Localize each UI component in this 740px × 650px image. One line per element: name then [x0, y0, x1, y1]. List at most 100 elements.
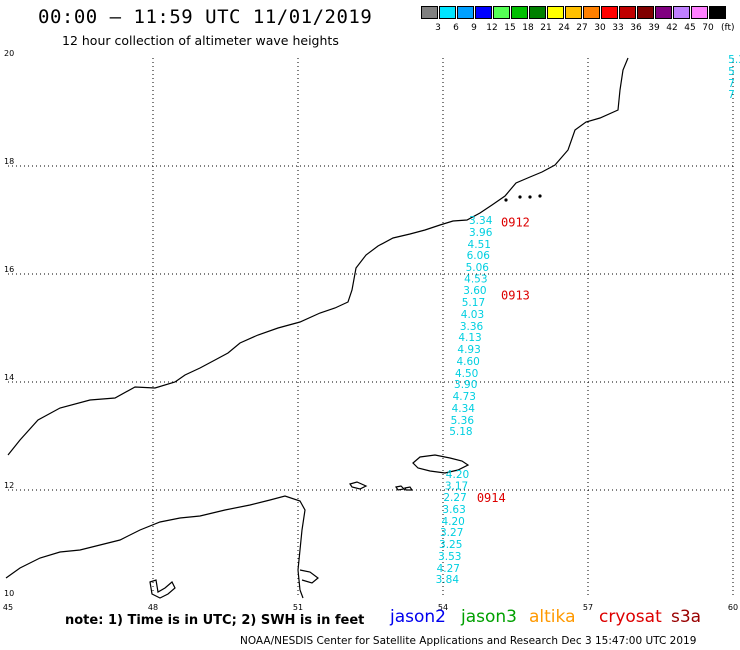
socotra-island	[412, 454, 470, 474]
legend-swatch	[691, 6, 708, 19]
legend-value: 24	[558, 23, 570, 33]
islet-dot	[528, 195, 532, 199]
legend-value: 21	[540, 23, 552, 33]
legend-value: 42	[666, 23, 678, 33]
legend-value: 70	[702, 23, 714, 33]
map-title: 00:00 – 11:59 UTC 11/01/2019	[38, 6, 373, 28]
small-island-1	[349, 481, 368, 490]
lat-tick-label: 12	[4, 481, 14, 490]
legend-swatch	[475, 6, 492, 19]
legend-value: 39	[648, 23, 660, 33]
swh-value: 5.18	[449, 426, 472, 438]
legend-swatch	[709, 6, 726, 19]
satellite-label: jason3	[461, 607, 517, 627]
lat-tick-label: 10	[4, 589, 14, 598]
lon-tick-label: 45	[3, 603, 13, 612]
legend-value: 6	[453, 23, 459, 33]
legend-value: 9	[471, 23, 477, 33]
satellite-label: cryosat	[599, 607, 662, 627]
swh-edge-value: 5	[728, 66, 735, 78]
swh-value: 4.03	[461, 309, 484, 321]
swh-value: 4.60	[456, 356, 479, 368]
legend-swatch	[493, 6, 510, 19]
legend-value: 12	[486, 23, 498, 33]
small-islets	[504, 194, 542, 202]
lon-tick-label: 54	[438, 603, 448, 612]
swh-value: 3.17	[445, 481, 468, 493]
swh-value: 5.06	[466, 262, 490, 274]
lon-tick-label: 48	[148, 603, 158, 612]
lon-tick-label: 60	[728, 603, 738, 612]
units-note: note: 1) Time is in UTC; 2) SWH is in fe…	[65, 613, 365, 628]
lat-tick-label: 14	[4, 373, 14, 382]
swh-color-legend: 3 6 9 12 15 18 21 24 27 30 33 36 39 42 45 70 (ft)	[421, 6, 735, 40]
swh-value: 3.53	[438, 551, 461, 563]
legend-swatch	[619, 6, 636, 19]
coast-fragment	[149, 579, 176, 599]
swh-value: 4.50	[455, 368, 478, 380]
swh-value: 6.06	[467, 250, 491, 262]
swh-value: 3.63	[442, 504, 465, 516]
legend-swatch	[457, 6, 474, 19]
legend-swatch	[673, 6, 690, 19]
pass-time-label: 0912	[501, 216, 530, 230]
credit-footer: NOAA/NESDIS Center for Satellite Applica…	[240, 635, 697, 647]
swh-value: 4.20	[446, 469, 469, 481]
pass-time-labels: 0912 0913 0914	[477, 216, 530, 505]
satellite-label: altika	[529, 607, 576, 627]
small-island-2	[395, 485, 406, 491]
swh-edge-value: 5.3	[728, 54, 740, 66]
lat-tick-label: 20	[4, 49, 14, 58]
coast-inlet	[299, 569, 319, 584]
lat-tick-label: 18	[4, 157, 14, 166]
legend-swatch	[529, 6, 546, 19]
pass-time-label: 0913	[501, 289, 530, 303]
swh-value: 3.27	[440, 527, 463, 539]
legend-swatch	[583, 6, 600, 19]
islet-dot	[518, 195, 522, 199]
arabian-peninsula-coast	[7, 57, 629, 456]
horn-of-africa-coast	[5, 495, 306, 599]
legend-swatch	[637, 6, 654, 19]
swh-value: 4.51	[468, 239, 491, 251]
islet-dot	[538, 194, 542, 198]
lat-tick-label: 16	[4, 265, 14, 274]
swh-value: 4.13	[458, 332, 481, 344]
swh-value: 4.34	[452, 403, 476, 415]
islet-dot	[504, 198, 508, 202]
legend-swatch	[439, 6, 456, 19]
swh-value: 3.84	[436, 574, 460, 586]
swh-value: 3.36	[460, 321, 484, 333]
lon-tick-label: 51	[293, 603, 303, 612]
swh-value: 3.96	[469, 227, 493, 239]
swh-track-values: 3.343.964.516.065.064.533.605.174.033.36…	[436, 215, 493, 586]
legend-value: 33	[612, 23, 624, 33]
swh-value: 4.53	[464, 273, 487, 285]
legend-value: 3	[435, 23, 441, 33]
swh-value: 3.34	[469, 215, 493, 227]
swh-value: 3.25	[439, 539, 462, 551]
legend-swatch	[511, 6, 528, 19]
satellite-label: s3a	[671, 607, 702, 627]
legend-unit: (ft)	[721, 23, 735, 33]
swh-value: 2.27	[443, 492, 466, 504]
swh-value: 4.73	[453, 391, 476, 403]
pass-time-label: 0914	[477, 491, 506, 505]
legend-value: 15	[504, 23, 516, 33]
legend-value: 36	[630, 23, 642, 33]
swh-value: 5.17	[462, 297, 485, 309]
legend-swatch	[547, 6, 564, 19]
legend-value: 18	[522, 23, 534, 33]
swh-value: 3.60	[463, 285, 486, 297]
legend-swatch	[655, 6, 672, 19]
swh-edge-values: 5.3577	[728, 54, 740, 101]
swh-edge-value: 7	[728, 78, 735, 90]
map-subtitle: 12 hour collection of altimeter wave hei…	[62, 33, 339, 48]
swh-value: 4.93	[457, 344, 480, 356]
swh-edge-value: 7	[728, 89, 735, 101]
swh-value: 4.20	[441, 516, 464, 528]
legend-swatch	[421, 6, 438, 19]
legend-swatch	[565, 6, 582, 19]
